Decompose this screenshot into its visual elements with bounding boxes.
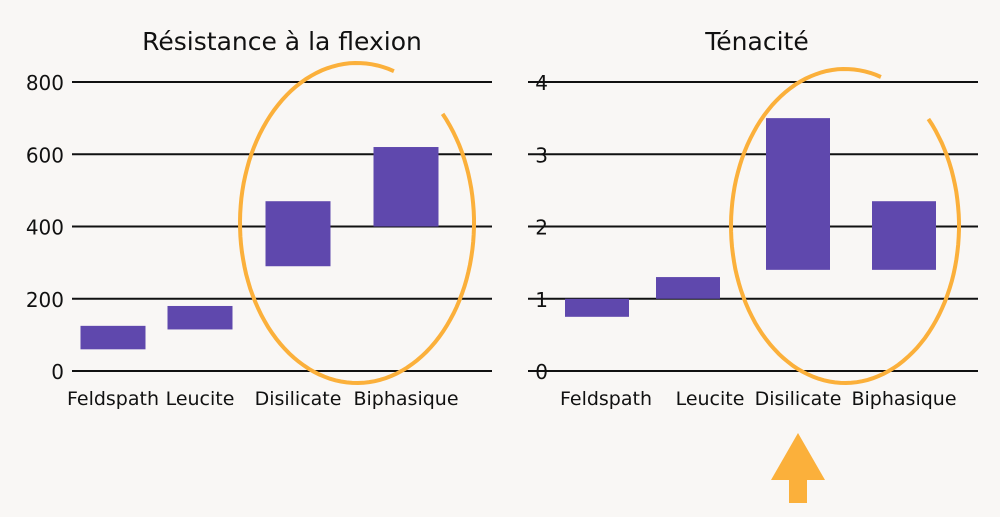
x-tick-label: Disilicate (255, 388, 342, 410)
chart-tenacite: 0 1 2 3 4 Feldspath Leucite Disilicate Biphasiqu… (528, 66, 978, 410)
bar-biphasique (373, 147, 439, 227)
bar-leucite (656, 277, 720, 299)
chart-flexion: 0 200 400 600 800 Feldspath Leucite Disilicate B… (26, 60, 492, 410)
x-tick-label: Leucite (166, 388, 235, 410)
arrow-up-icon (771, 433, 825, 503)
highlight-ellipse (237, 60, 476, 386)
bar-disilicate (766, 118, 830, 270)
x-tick-label: Biphasique (353, 388, 458, 410)
x-tick-label: Leucite (676, 388, 745, 410)
x-tick-label: Biphasique (851, 388, 956, 410)
y-tick-label: 800 (26, 71, 64, 95)
x-tick-label: Feldspath (67, 388, 159, 410)
x-tick-label: Disilicate (755, 388, 842, 410)
y-tick-label: 1 (535, 288, 548, 312)
y-tick-label: 2 (535, 216, 548, 240)
bar-leucite (167, 305, 233, 330)
bar-biphasique (872, 201, 936, 270)
bar-feldspath (565, 298, 629, 317)
y-tick-label: 4 (535, 71, 548, 95)
y-tick-label: 200 (26, 288, 64, 312)
highlight-ellipse (728, 66, 961, 386)
bar-feldspath (80, 325, 146, 350)
x-tick-label: Feldspath (560, 388, 652, 410)
chart-title-flexion: Résistance à la flexion (142, 27, 422, 56)
y-tick-label: 0 (535, 360, 548, 384)
y-tick-label: 400 (26, 216, 64, 240)
chart-title-tenacite: Ténacité (704, 27, 808, 56)
y-tick-label: 600 (26, 143, 64, 167)
y-tick-label: 0 (51, 360, 64, 384)
y-tick-label: 3 (535, 143, 548, 167)
bar-disilicate (265, 201, 331, 267)
